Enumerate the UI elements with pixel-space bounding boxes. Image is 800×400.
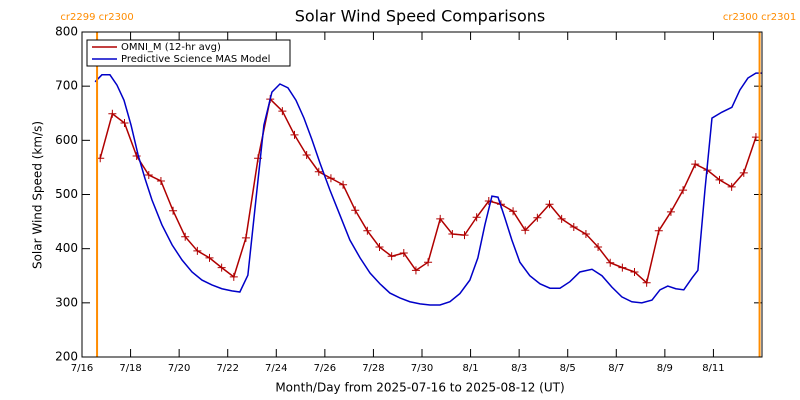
data-point [278,107,287,116]
data-point [594,243,603,252]
data-point [193,246,202,255]
data-point [715,175,724,184]
series-line [94,72,762,306]
data-point [314,167,323,176]
x-tick-label: 7/18 [119,363,141,374]
data-point [630,267,639,276]
data-point [181,232,190,241]
data-point [399,249,408,257]
data-point [679,186,688,195]
legend-box [86,39,291,67]
y-tick-label: 600 [55,133,78,147]
x-tick-label: 8/7 [608,363,624,374]
data-point [205,253,214,262]
x-tick-label: 8/3 [511,363,527,374]
y-axis-label: Solar Wind Speed (km/s) [31,121,45,269]
data-point [654,226,663,235]
data-point [411,266,420,275]
y-tick-label: 700 [55,79,78,93]
data-point [557,214,566,223]
y-tick-label: 300 [55,295,78,309]
x-tick-label: 7/22 [216,363,238,374]
x-tick-label: 8/1 [463,363,479,374]
data-point [545,200,554,209]
data-point [387,252,396,261]
chart-title: Solar Wind Speed Comparisons [295,7,546,26]
x-tick-label: 7/30 [411,363,433,374]
data-point [436,214,445,223]
data-point [326,174,335,183]
data-point [156,176,165,185]
data-point [217,263,226,272]
data-point [666,207,675,216]
data-point [581,230,590,239]
x-tick-label: 7/28 [362,363,384,374]
data-point [351,206,360,215]
data-point [375,243,384,252]
data-point [424,258,433,267]
data-point [448,230,457,239]
data-point [533,213,542,222]
data-point [241,233,250,242]
x-tick-label: 7/24 [265,363,287,374]
x-axis-label: Month/Day from 2025-07-16 to 2025-08-12 … [275,381,564,395]
data-point [229,272,238,281]
legend-label: OMNI_M (12-hr avg) [121,42,221,53]
data-point [302,150,311,159]
data-point [290,130,299,139]
carrington-label: cr2299 cr2300 [60,12,133,23]
data-point [727,182,736,191]
data-point [363,226,372,235]
data-point [132,152,141,161]
y-tick-label: 400 [55,241,78,255]
data-point [169,206,178,215]
carrington-label: cr2300 cr2301 [723,12,796,23]
x-tick-label: 7/20 [168,363,190,374]
data-point [618,263,627,272]
legend-label: Predictive Science MAS Model [121,54,270,65]
y-tick-label: 500 [55,187,78,201]
y-tick-label: 200 [55,350,78,364]
plot-frame [81,31,763,358]
data-point [606,258,615,267]
data-point [339,180,348,189]
data-point [144,171,153,179]
data-point [739,168,748,177]
data-point [509,207,518,216]
x-tick-label: 7/16 [71,363,93,374]
data-point [569,223,578,231]
y-tick-label: 800 [55,25,78,39]
data-point [472,213,481,222]
x-tick-label: 8/5 [560,363,576,374]
x-tick-label: 8/11 [702,363,724,374]
x-tick-label: 8/9 [657,363,673,374]
data-point [691,160,700,169]
data-point [460,231,469,240]
data-point [108,109,117,118]
data-point [521,226,530,235]
data-point [120,119,129,127]
x-tick-label: 7/26 [314,363,336,374]
data-point [642,278,651,287]
